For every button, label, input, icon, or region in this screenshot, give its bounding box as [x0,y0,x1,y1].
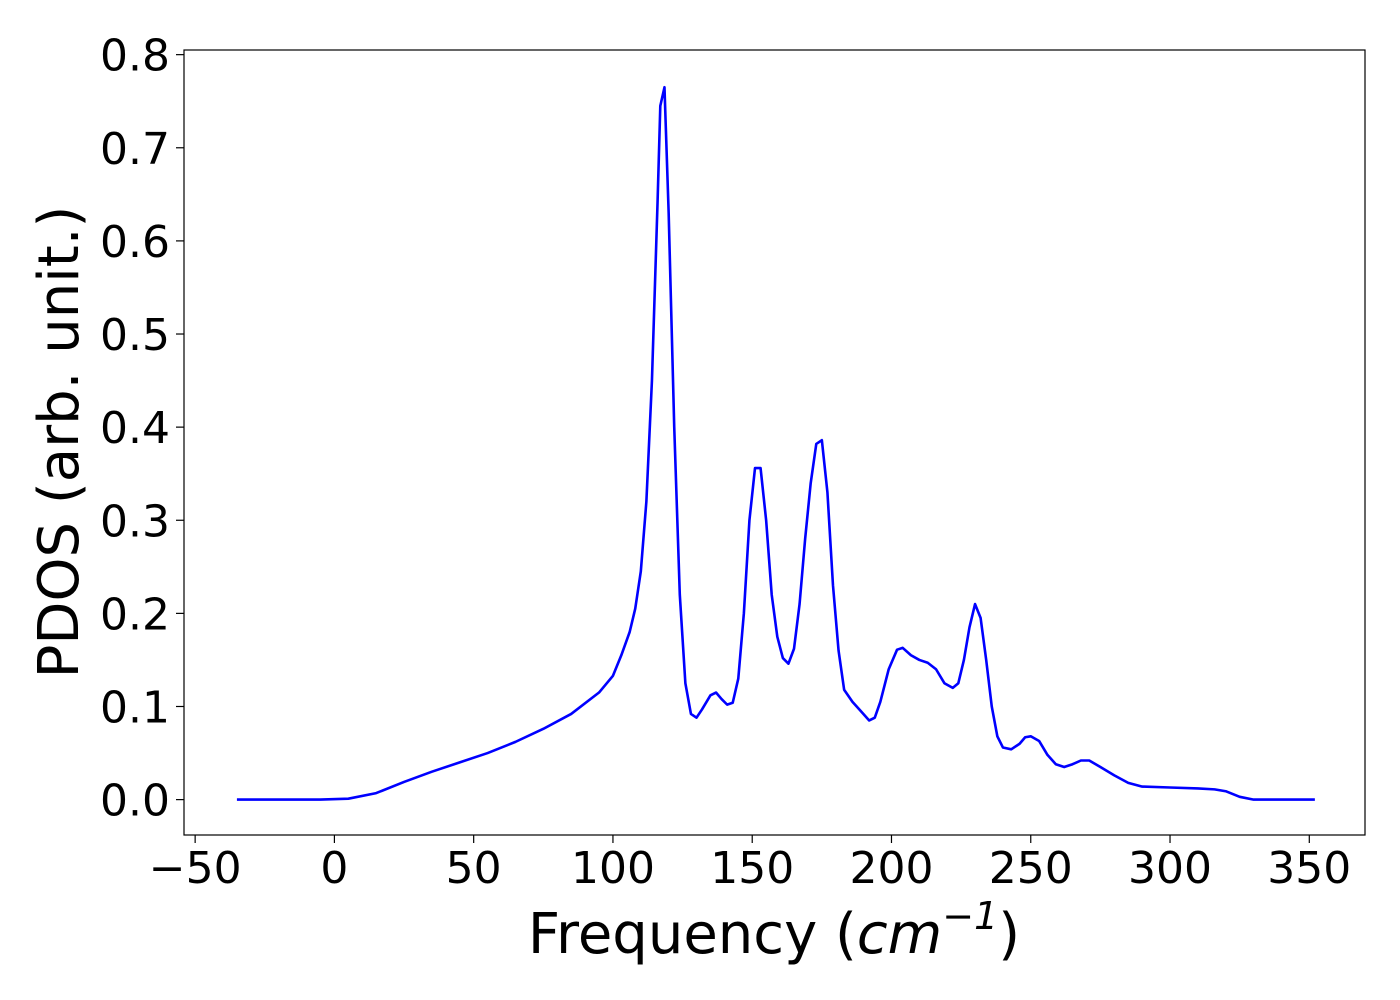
y-axis-ticks: 0.0 0.1 0.2 0.3 0.4 0.5 0.6 0.7 0.8 [100,31,184,827]
y-tick-label: 0.3 [100,496,170,547]
y-tick-label: 0.6 [100,217,170,268]
x-axis-label: Frequency (cm−1) [528,894,1020,967]
pdos-series-line [236,85,1315,801]
x-tick-label: 150 [710,843,794,894]
y-tick-label: 0.0 [100,776,170,827]
y-tick-label: 0.5 [100,310,170,361]
y-tick-label: 0.8 [100,31,170,82]
y-tick-label: 0.2 [100,589,170,640]
x-axis-label-exponent: −1 [942,894,998,938]
x-axis-label-close: ) [998,902,1020,967]
x-tick-label: 100 [571,843,655,894]
x-tick-label: 200 [849,843,933,894]
x-tick-label: 50 [446,843,502,894]
x-tick-label: 250 [989,843,1073,894]
y-tick-label: 0.7 [100,124,170,175]
x-axis-label-text: Frequency ( [528,902,857,967]
y-tick-label: 0.1 [100,682,170,733]
x-tick-label: −50 [149,843,242,894]
x-tick-label: 0 [320,843,348,894]
x-tick-label: 300 [1128,843,1212,894]
series-layer [236,85,1315,801]
y-tick-label: 0.4 [100,403,170,454]
plot-frame [183,49,1366,836]
x-axis-label-math: cm [857,902,942,967]
y-axis-label: PDOS (arb. unit.) [27,206,92,679]
x-axis-ticks: −50 0 50 100 150 200 250 300 350 [149,835,1351,894]
x-tick-label: 350 [1267,843,1351,894]
